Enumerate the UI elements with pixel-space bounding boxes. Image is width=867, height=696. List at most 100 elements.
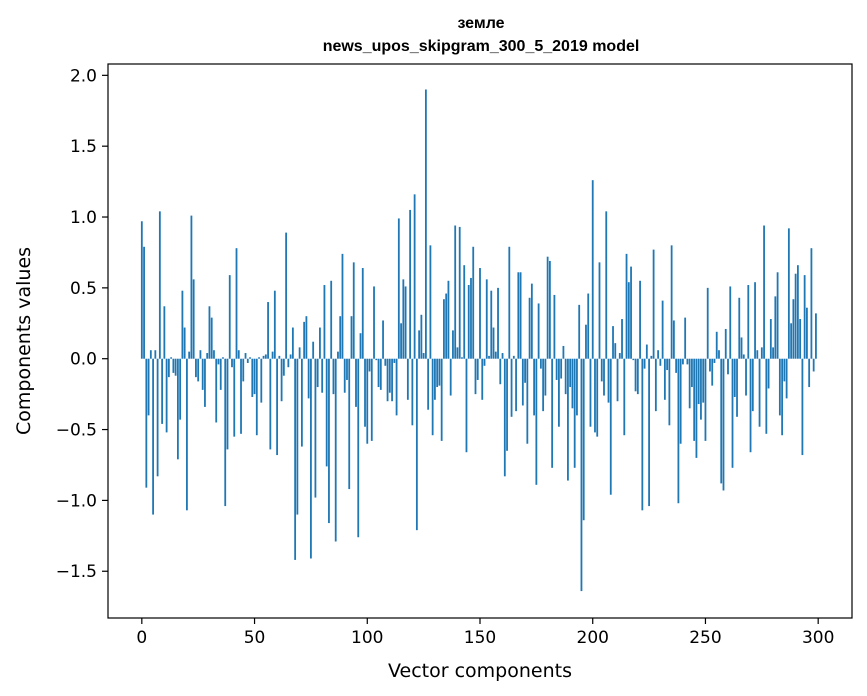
bar-22 bbox=[190, 215, 193, 359]
bar-169 bbox=[521, 358, 524, 406]
bar-172 bbox=[528, 297, 531, 359]
x-axis-ticks: 0 50 100 150 200 250 300 bbox=[136, 618, 834, 648]
bar-164 bbox=[510, 358, 513, 417]
bar-82 bbox=[325, 358, 328, 467]
bar-229 bbox=[657, 350, 660, 359]
bar-181 bbox=[548, 260, 551, 359]
x-tick-label: 300 bbox=[802, 628, 834, 648]
bar-249 bbox=[702, 358, 705, 403]
bar-18 bbox=[181, 290, 184, 359]
bar-143 bbox=[463, 265, 466, 359]
bar-39 bbox=[228, 275, 231, 359]
bar-81 bbox=[323, 285, 326, 359]
bar-294 bbox=[803, 275, 806, 359]
bar-3 bbox=[147, 358, 150, 416]
bar-248 bbox=[700, 358, 702, 420]
bar-69 bbox=[296, 358, 299, 515]
bar-117 bbox=[404, 286, 407, 359]
bar-6 bbox=[154, 350, 157, 359]
bar-158 bbox=[497, 287, 499, 359]
bar-40 bbox=[231, 358, 233, 368]
bar-94 bbox=[352, 262, 355, 359]
bar-255 bbox=[715, 331, 718, 359]
bar-243 bbox=[688, 358, 691, 409]
bar-108 bbox=[384, 358, 387, 366]
bar-86 bbox=[334, 358, 337, 542]
bar-206 bbox=[605, 211, 608, 359]
bar-228 bbox=[654, 358, 657, 412]
x-tick-label: 150 bbox=[464, 628, 496, 648]
bar-244 bbox=[691, 358, 693, 388]
bar-194 bbox=[578, 304, 581, 359]
bar-247 bbox=[697, 358, 700, 405]
bar-200 bbox=[591, 180, 594, 359]
bar-87 bbox=[337, 351, 339, 359]
bar-1 bbox=[143, 246, 145, 359]
bar-24 bbox=[195, 358, 197, 378]
y-tick-label: 1.5 bbox=[70, 137, 97, 157]
bar-193 bbox=[576, 358, 578, 416]
bar-142 bbox=[461, 357, 463, 359]
bar-205 bbox=[603, 358, 605, 396]
bar-188 bbox=[564, 358, 567, 395]
bar-159 bbox=[499, 358, 502, 385]
bar-224 bbox=[645, 344, 648, 359]
bar-186 bbox=[560, 358, 563, 379]
bar-232 bbox=[663, 358, 666, 400]
bar-252 bbox=[709, 358, 711, 372]
bar-234 bbox=[668, 358, 671, 426]
bar-295 bbox=[806, 307, 808, 359]
bar-30 bbox=[208, 306, 211, 359]
bar-290 bbox=[794, 273, 797, 359]
bar-65 bbox=[287, 358, 290, 368]
bar-129 bbox=[431, 358, 434, 436]
y-tick-label: 0.0 bbox=[70, 350, 97, 370]
bar-270 bbox=[749, 358, 752, 453]
bar-285 bbox=[783, 358, 786, 382]
bar-140 bbox=[456, 347, 459, 359]
bar-102 bbox=[370, 358, 373, 441]
bar-89 bbox=[341, 253, 344, 359]
bar-60 bbox=[276, 358, 278, 456]
bar-96 bbox=[357, 358, 360, 538]
bar-258 bbox=[722, 358, 725, 491]
bar-112 bbox=[393, 358, 396, 363]
bar-54 bbox=[262, 355, 265, 359]
bar-182 bbox=[551, 358, 554, 468]
bar-199 bbox=[589, 358, 592, 427]
bar-151 bbox=[481, 358, 484, 400]
bar-71 bbox=[300, 358, 303, 447]
bar-242 bbox=[686, 358, 689, 365]
bar-34 bbox=[217, 358, 220, 365]
bar-173 bbox=[530, 283, 533, 359]
bar-162 bbox=[506, 358, 508, 451]
bar-209 bbox=[612, 326, 614, 359]
bar-177 bbox=[539, 358, 542, 369]
bar-226 bbox=[650, 355, 653, 359]
bar-107 bbox=[382, 320, 384, 359]
bar-166 bbox=[515, 358, 517, 412]
bar-263 bbox=[733, 358, 736, 397]
bar-176 bbox=[537, 303, 540, 359]
bar-45 bbox=[242, 358, 245, 382]
bar-98 bbox=[361, 268, 364, 359]
bar-5 bbox=[152, 358, 154, 515]
bar-180 bbox=[546, 256, 549, 359]
bar-28 bbox=[204, 358, 206, 407]
bar-100 bbox=[366, 358, 369, 444]
x-tick-label: 100 bbox=[351, 628, 383, 648]
bar-46 bbox=[244, 353, 247, 359]
bar-292 bbox=[799, 319, 802, 359]
bar-289 bbox=[792, 299, 795, 359]
bar-79 bbox=[319, 327, 321, 359]
bar-29 bbox=[206, 353, 209, 359]
x-tick-label: 250 bbox=[689, 628, 721, 648]
bar-269 bbox=[747, 285, 750, 359]
bar-261 bbox=[729, 286, 732, 359]
bar-55 bbox=[264, 354, 267, 359]
bar-130 bbox=[434, 358, 436, 400]
bar-239 bbox=[679, 358, 682, 444]
bar-10 bbox=[163, 306, 166, 359]
bar-233 bbox=[666, 358, 669, 371]
